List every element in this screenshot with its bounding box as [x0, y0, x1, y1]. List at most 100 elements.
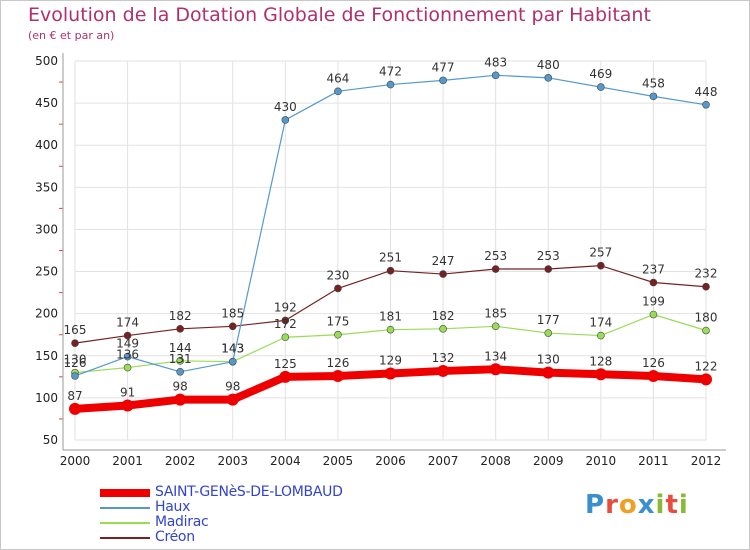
x-tick-label-2005: 2005 — [323, 454, 354, 468]
y-tick-label-350: 350 — [35, 180, 58, 194]
series-0-data-label: 126 — [326, 356, 349, 370]
series-1-point — [228, 357, 237, 366]
series-1-point — [123, 352, 132, 361]
series-1-data-label: 126 — [64, 356, 87, 370]
series-1-data-label: 469 — [589, 67, 612, 81]
series-3-point — [491, 265, 500, 273]
series-1-data-label: 448 — [695, 85, 718, 99]
series-1-point — [544, 74, 553, 82]
legend-swatch-creon — [100, 537, 150, 539]
series-3-point — [228, 322, 237, 331]
series-0-point — [121, 399, 134, 412]
series-3-data-label: 230 — [326, 268, 349, 282]
series-2-point — [649, 310, 658, 319]
series-0-data-label: 134 — [484, 349, 507, 363]
series-1-data-label: 464 — [326, 71, 349, 85]
legend-label-madirac: Madirac — [155, 514, 209, 530]
series-3-data-label: 174 — [116, 316, 139, 330]
legend-swatch-madirac — [100, 522, 150, 524]
series-2-point — [439, 325, 447, 333]
series-1-data-label: 143 — [221, 342, 244, 356]
y-tick-label-100: 100 — [35, 391, 58, 405]
x-tick-label-2000: 2000 — [60, 454, 91, 468]
series-2-data-label: 130 — [64, 353, 87, 367]
series-0-data-label: 87 — [67, 389, 82, 403]
x-tick-label-2007: 2007 — [428, 454, 459, 468]
series-0-point — [647, 369, 660, 382]
series-2-data-label: 136 — [116, 348, 139, 362]
series-3-data-label: 257 — [589, 246, 612, 260]
series-3-point — [702, 282, 710, 291]
series-1-data-label: 483 — [484, 55, 507, 69]
series-0-data-label: 129 — [379, 353, 402, 367]
x-tick-label-2006: 2006 — [375, 454, 406, 468]
series-2-data-label: 185 — [484, 306, 507, 320]
legend-label-saint-genes: SAINT-GENèS-DE-LOMBAUD — [155, 484, 343, 500]
series-0-data-label: 126 — [642, 356, 665, 370]
series-1-data-label: 430 — [274, 100, 297, 114]
legend-swatch-haux — [100, 507, 150, 509]
series-2-data-label: 175 — [326, 315, 349, 329]
series-3-point — [123, 331, 132, 340]
series-2-data-label: 143 — [221, 342, 244, 356]
x-tick-label-2004: 2004 — [270, 454, 301, 468]
series-0-point — [174, 393, 187, 406]
series-3-data-label: 185 — [221, 306, 244, 320]
y-tick-label-150: 150 — [35, 349, 58, 363]
series-3-point — [71, 339, 79, 347]
series-2-data-label: 144 — [169, 341, 192, 355]
series-3-data-label: 165 — [64, 323, 87, 337]
series-0-data-label: 125 — [274, 357, 297, 371]
y-tick-label-450: 450 — [35, 96, 58, 110]
series-0-point — [279, 370, 292, 383]
legend-label-creon: Créon — [155, 529, 195, 545]
series-2-point — [491, 322, 500, 331]
y-tick-label-400: 400 — [35, 138, 58, 152]
series-1-point — [281, 116, 290, 124]
series-1-point — [439, 76, 447, 85]
x-tick-label-2012: 2012 — [691, 454, 722, 468]
series-3-data-label: 253 — [484, 249, 507, 263]
series-2-point — [702, 326, 710, 335]
series-3-point — [439, 270, 447, 278]
series-0-data-label: 128 — [589, 354, 612, 368]
series-0-point — [594, 368, 607, 381]
series-1-data-label: 480 — [537, 58, 560, 72]
series-0-point — [489, 363, 502, 376]
series-0-point — [542, 366, 555, 379]
series-1-point — [71, 372, 79, 380]
series-1-point — [702, 100, 710, 109]
series-2-point — [544, 329, 553, 337]
series-0-point — [331, 369, 344, 382]
series-2-data-label: 172 — [274, 317, 297, 331]
series-3-point — [176, 325, 184, 333]
series-2-point — [281, 333, 290, 342]
y-tick-label-50: 50 — [43, 433, 58, 447]
series-1-data-label: 472 — [379, 65, 402, 79]
series-0-data-label: 98 — [173, 380, 188, 394]
series-2-data-label: 181 — [379, 310, 402, 324]
series-2-data-label: 199 — [642, 295, 665, 309]
proxiti-logo: Proxiti — [585, 490, 689, 520]
series-2-point — [386, 325, 395, 334]
x-tick-label-2003: 2003 — [217, 454, 248, 468]
series-0-data-label: 132 — [432, 351, 455, 365]
series-2-data-label: 180 — [695, 311, 718, 325]
series-0-data-label: 130 — [537, 353, 560, 367]
series-0-point — [69, 402, 81, 415]
series-1-point — [649, 92, 658, 101]
x-tick-label-2001: 2001 — [112, 454, 143, 468]
x-tick-label-2008: 2008 — [480, 454, 511, 468]
series-2-point — [597, 331, 605, 340]
series-1-data-label: 458 — [642, 76, 665, 90]
series-1-data-label: 131 — [169, 352, 192, 366]
x-tick-label-2002: 2002 — [165, 454, 196, 468]
series-1-data-label: 149 — [116, 337, 139, 351]
series-0-point — [226, 393, 239, 406]
legend-swatch-saint-genes — [100, 489, 150, 497]
series-0-point — [700, 373, 712, 386]
series-3-point — [386, 266, 395, 275]
series-1-point — [597, 83, 605, 91]
series-3-point — [597, 261, 605, 270]
series-2-data-label: 174 — [589, 316, 612, 330]
